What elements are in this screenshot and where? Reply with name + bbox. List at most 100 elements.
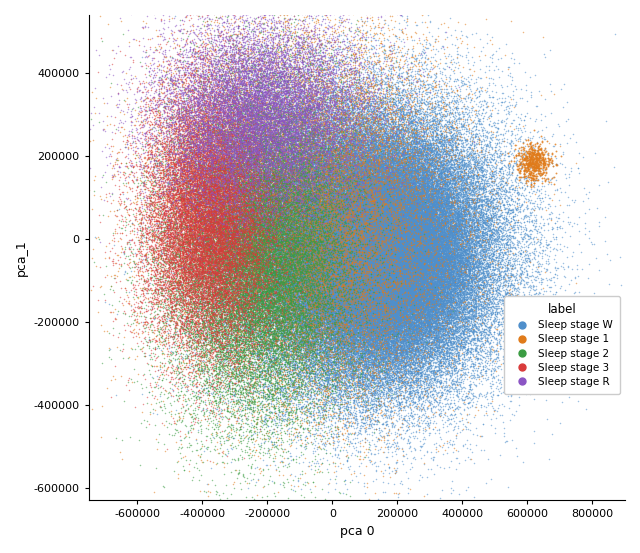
Sleep stage W [315, 278, 325, 286]
Sleep stage W [403, 330, 413, 338]
Sleep stage 1 [289, 201, 300, 210]
Sleep stage 3 [164, 191, 174, 200]
Sleep stage W [427, 281, 437, 290]
Sleep stage 1 [305, 132, 316, 140]
Sleep stage W [358, 291, 369, 300]
Sleep stage W [385, 173, 395, 181]
Sleep stage R [366, 139, 376, 148]
Sleep stage W [436, 282, 447, 291]
Sleep stage W [370, 223, 380, 232]
Sleep stage W [400, 207, 410, 216]
Sleep stage W [474, 211, 484, 220]
Sleep stage W [358, 92, 368, 101]
Sleep stage W [467, 179, 477, 187]
Sleep stage 3 [204, 243, 214, 252]
Sleep stage W [414, 271, 424, 280]
Sleep stage R [334, 143, 344, 152]
Sleep stage W [374, 225, 385, 233]
Sleep stage W [410, 201, 420, 210]
Sleep stage W [422, 188, 432, 197]
Sleep stage W [364, 247, 374, 256]
Sleep stage W [431, 103, 441, 112]
Sleep stage 3 [212, 255, 222, 264]
Sleep stage W [344, 215, 355, 223]
Sleep stage 1 [437, 321, 447, 330]
Sleep stage R [230, 86, 240, 95]
Sleep stage W [349, 221, 359, 229]
Sleep stage 3 [240, 411, 250, 420]
Sleep stage 3 [172, 278, 182, 287]
Sleep stage W [416, 346, 426, 354]
Sleep stage 2 [259, 190, 269, 199]
Sleep stage 3 [197, 268, 207, 276]
Sleep stage W [501, 358, 511, 367]
Sleep stage W [394, 286, 404, 295]
Sleep stage 1 [294, 213, 305, 222]
Sleep stage W [300, 124, 310, 133]
Sleep stage W [440, 179, 450, 187]
Sleep stage W [313, 194, 323, 203]
Sleep stage W [202, 250, 212, 259]
Sleep stage W [389, 220, 399, 228]
Sleep stage W [333, 307, 343, 316]
Sleep stage W [355, 242, 365, 251]
Sleep stage W [408, 247, 419, 255]
Sleep stage W [365, 196, 375, 205]
Sleep stage 3 [141, 168, 151, 176]
Sleep stage W [358, 191, 368, 200]
Sleep stage W [436, 169, 446, 178]
Sleep stage W [427, 280, 437, 289]
Sleep stage W [357, 209, 367, 218]
Sleep stage W [319, 215, 329, 223]
Sleep stage 3 [172, 331, 182, 340]
Sleep stage W [255, 281, 265, 290]
Sleep stage W [408, 326, 419, 335]
Sleep stage W [385, 165, 395, 174]
Sleep stage W [301, 316, 311, 325]
Sleep stage 2 [244, 195, 254, 204]
Sleep stage W [408, 217, 419, 226]
Sleep stage W [357, 272, 367, 280]
Sleep stage W [428, 384, 438, 393]
Sleep stage W [367, 216, 378, 225]
Sleep stage W [362, 249, 372, 258]
Sleep stage W [238, 234, 248, 243]
Sleep stage 2 [222, 254, 232, 263]
Sleep stage W [358, 226, 368, 235]
Sleep stage W [392, 201, 402, 210]
Sleep stage W [401, 239, 412, 248]
Sleep stage R [345, 64, 355, 73]
Sleep stage W [362, 257, 372, 266]
Sleep stage W [309, 238, 319, 247]
Sleep stage W [271, 230, 282, 239]
Sleep stage 1 [343, 247, 353, 255]
Sleep stage W [373, 217, 383, 226]
Sleep stage 3 [239, 194, 249, 203]
Sleep stage W [402, 254, 412, 263]
Sleep stage R [241, 117, 251, 126]
Sleep stage 1 [208, 186, 218, 195]
Sleep stage W [306, 282, 316, 291]
Sleep stage W [351, 277, 362, 286]
Sleep stage W [397, 206, 408, 215]
Sleep stage W [431, 281, 442, 290]
Sleep stage 3 [189, 170, 200, 179]
Sleep stage 2 [227, 153, 237, 161]
Sleep stage 2 [228, 247, 239, 256]
Sleep stage W [432, 200, 442, 208]
Sleep stage W [393, 286, 403, 295]
Sleep stage W [321, 211, 332, 220]
Sleep stage R [279, 94, 289, 103]
Sleep stage 3 [214, 212, 224, 221]
Sleep stage 3 [172, 222, 182, 231]
Sleep stage 3 [248, 249, 259, 258]
Sleep stage W [474, 168, 484, 176]
Sleep stage W [349, 160, 360, 169]
Sleep stage W [469, 58, 479, 66]
Sleep stage 3 [232, 321, 243, 330]
Sleep stage W [337, 219, 348, 228]
Sleep stage 2 [257, 265, 267, 274]
Sleep stage W [354, 294, 364, 302]
Sleep stage 3 [202, 268, 212, 276]
Sleep stage W [428, 267, 438, 276]
